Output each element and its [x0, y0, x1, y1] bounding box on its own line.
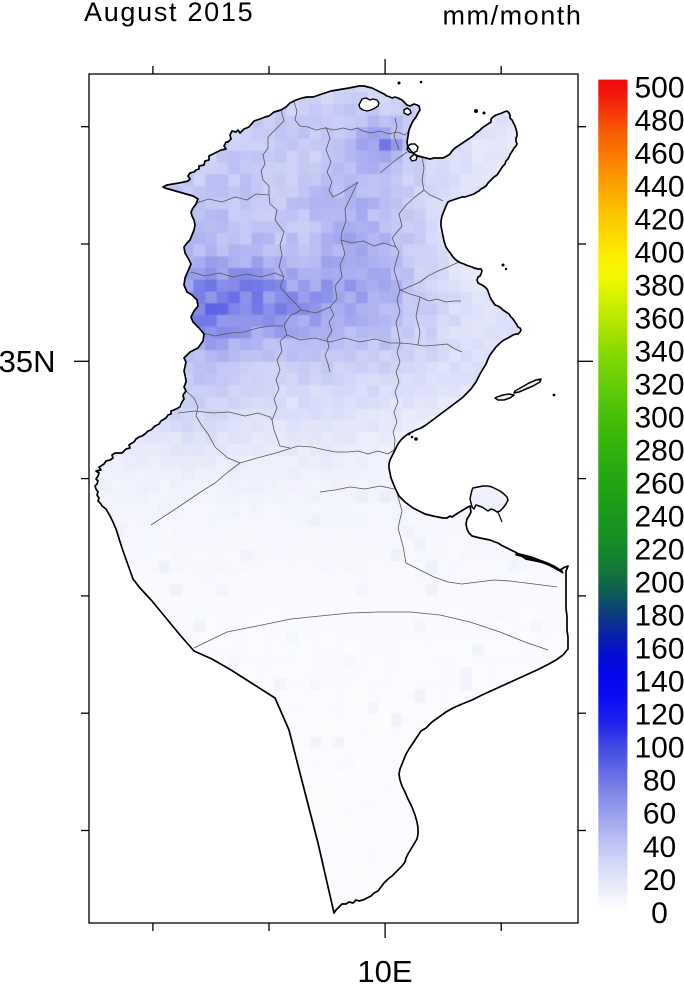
svg-text:220: 220: [634, 534, 684, 567]
svg-text:160: 160: [634, 633, 684, 666]
svg-text:180: 180: [634, 600, 684, 633]
svg-text:280: 280: [634, 435, 684, 468]
svg-text:40: 40: [643, 831, 676, 864]
svg-text:480: 480: [634, 104, 684, 137]
svg-text:320: 320: [634, 369, 684, 402]
svg-text:420: 420: [634, 203, 684, 236]
svg-text:340: 340: [634, 336, 684, 369]
svg-text:mm/month: mm/month: [443, 1, 583, 31]
svg-text:20: 20: [643, 864, 676, 897]
svg-text:200: 200: [634, 567, 684, 600]
svg-text:300: 300: [634, 402, 684, 435]
svg-text:0: 0: [651, 897, 668, 930]
svg-text:440: 440: [634, 170, 684, 203]
svg-text:500: 500: [634, 71, 684, 104]
svg-text:August 2015: August 2015: [84, 0, 254, 27]
svg-text:35N: 35N: [0, 344, 56, 379]
svg-text:60: 60: [643, 798, 676, 831]
svg-text:240: 240: [634, 501, 684, 534]
svg-text:100: 100: [634, 732, 684, 765]
svg-text:380: 380: [634, 269, 684, 302]
svg-text:120: 120: [634, 699, 684, 732]
svg-text:80: 80: [643, 765, 676, 798]
svg-text:360: 360: [634, 302, 684, 335]
svg-text:140: 140: [634, 666, 684, 699]
svg-text:460: 460: [634, 137, 684, 170]
svg-text:10E: 10E: [357, 954, 412, 984]
svg-text:400: 400: [634, 236, 684, 269]
svg-text:260: 260: [634, 468, 684, 501]
